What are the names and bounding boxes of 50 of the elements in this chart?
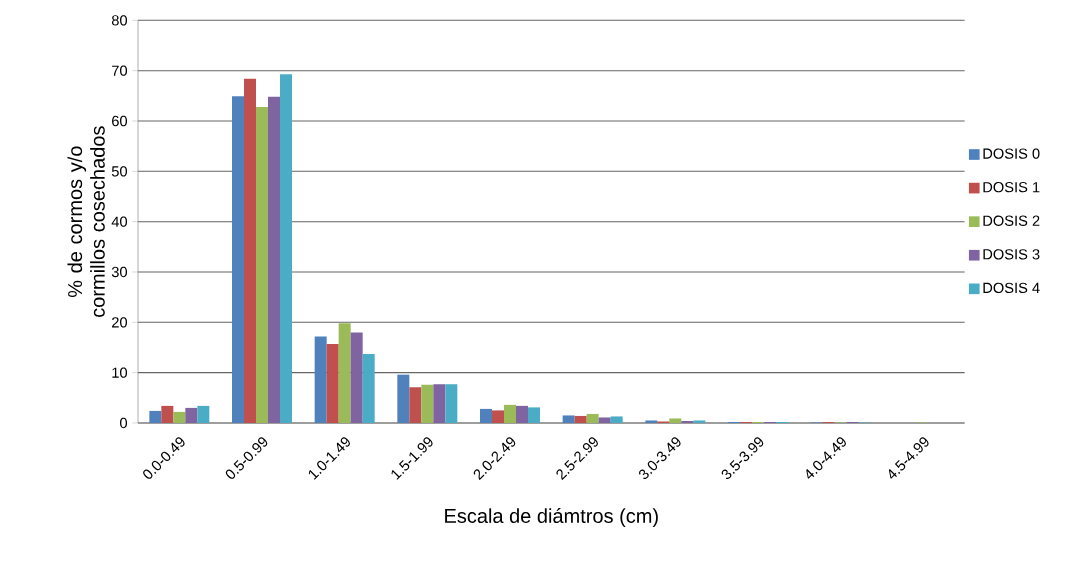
bar	[161, 405, 174, 423]
bar	[350, 332, 363, 423]
y-tick-label: 70	[112, 65, 128, 76]
bar	[362, 354, 375, 423]
y-tick-label: 10	[112, 367, 128, 378]
bar	[681, 420, 694, 423]
bar	[492, 410, 504, 423]
y-tick-label: 20	[112, 317, 128, 328]
bar	[598, 417, 611, 423]
bar	[445, 384, 458, 423]
x-axis-title: Escala de diámtros (cm)	[445, 508, 658, 527]
y-tick-label: 80	[111, 15, 128, 26]
y-tick-label: 40	[111, 216, 128, 227]
bar	[149, 410, 162, 423]
legend-label: DOSIS 3	[983, 249, 1040, 260]
y-tick-label: 0	[120, 417, 128, 429]
bar	[232, 96, 245, 423]
bar	[504, 404, 516, 423]
legend-label: DOSIS 4	[983, 282, 1040, 294]
bar	[326, 343, 339, 423]
bar	[197, 405, 210, 423]
legend-label: DOSIS 1	[983, 181, 1040, 193]
bar	[185, 407, 198, 423]
bar	[314, 336, 327, 423]
bar	[562, 415, 575, 423]
bar	[397, 374, 410, 423]
bar	[516, 405, 528, 423]
y-axis-title: % de cormos y/o cormillos cosechados	[67, 126, 105, 317]
bar	[693, 420, 706, 423]
bar	[409, 387, 422, 423]
y-tick-label: 60	[112, 115, 128, 127]
bar	[645, 420, 658, 423]
y-tick-label: 50	[111, 166, 128, 177]
bar	[173, 411, 186, 423]
bar	[244, 78, 257, 423]
bar	[433, 384, 446, 423]
bar	[586, 413, 599, 423]
bar	[669, 418, 682, 423]
bar	[338, 323, 351, 423]
bar	[574, 415, 587, 423]
bar	[528, 407, 540, 423]
bar	[480, 408, 492, 423]
bar	[421, 384, 434, 423]
legend-label: DOSIS 2	[983, 215, 1040, 226]
legend-label: DOSIS 0	[983, 148, 1040, 159]
bar	[268, 96, 280, 423]
y-tick-label: 30	[111, 266, 128, 278]
bar	[610, 416, 623, 423]
bar	[280, 74, 293, 423]
bar	[256, 106, 269, 423]
